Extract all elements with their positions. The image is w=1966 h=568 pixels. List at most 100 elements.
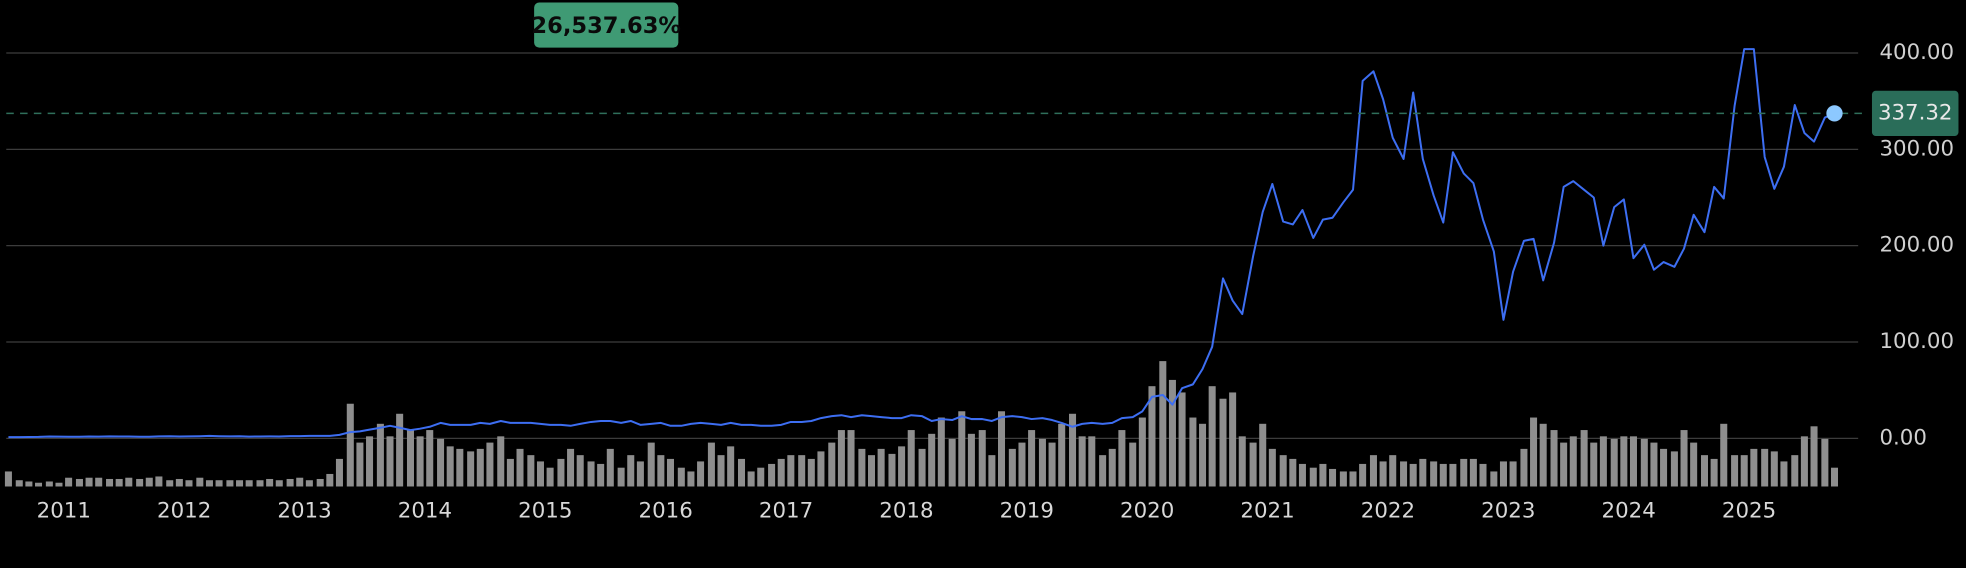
volume-bar xyxy=(867,455,876,487)
y-tick-label: 0.00 xyxy=(1879,425,1926,450)
volume-bar xyxy=(617,467,625,487)
volume-bar xyxy=(1520,448,1528,487)
volume-bar xyxy=(1419,458,1427,487)
volume-bar xyxy=(1599,436,1607,487)
volume-bar xyxy=(817,451,825,487)
volume-bar xyxy=(1560,442,1568,487)
x-tick-label: 2024 xyxy=(1602,499,1656,524)
volume-bar xyxy=(437,438,445,487)
volume-bar xyxy=(666,458,674,487)
volume-bar xyxy=(376,423,384,487)
volume-bar xyxy=(1761,448,1769,487)
volume-bar xyxy=(1660,448,1668,487)
volume-bar xyxy=(1710,458,1718,487)
volume-bar xyxy=(1088,436,1096,487)
volume-bar xyxy=(15,480,23,487)
volume-bar xyxy=(1409,463,1417,487)
volume-bar xyxy=(707,442,715,487)
volume-bar xyxy=(175,478,183,487)
volume-bar xyxy=(106,478,114,487)
volume-bar xyxy=(1048,442,1056,487)
volume-bar xyxy=(1108,448,1116,487)
volume-bar xyxy=(1078,436,1086,487)
volume-bar xyxy=(145,477,153,487)
volume-bar xyxy=(1349,471,1357,487)
x-tick-label: 2025 xyxy=(1722,499,1776,524)
volume-bar xyxy=(1208,386,1216,487)
volume-bar xyxy=(527,455,535,487)
volume-bar xyxy=(316,478,324,487)
volume-bar xyxy=(286,478,294,487)
volume-bar xyxy=(1289,458,1297,487)
volume-bar xyxy=(125,477,133,487)
volume-bar xyxy=(456,448,464,487)
volume-bar xyxy=(546,467,554,487)
volume-bar xyxy=(245,480,253,487)
volume-bar xyxy=(326,473,334,487)
volume-bar xyxy=(4,471,12,487)
x-tick-label: 2021 xyxy=(1240,499,1294,524)
volume-bar xyxy=(236,480,244,487)
volume-bar xyxy=(1720,423,1728,487)
x-tick-label: 2015 xyxy=(518,499,572,524)
volume-bar xyxy=(1530,417,1538,487)
volume-bar xyxy=(226,480,234,487)
volume-bar xyxy=(1791,455,1799,487)
volume-bar xyxy=(687,471,695,487)
volume-bar xyxy=(858,448,866,487)
volume-bar xyxy=(536,461,544,487)
volume-bar xyxy=(1740,455,1748,487)
volume-bar xyxy=(446,446,454,487)
volume-bar xyxy=(497,436,505,487)
x-tick-label: 2018 xyxy=(879,499,933,524)
x-tick-label: 2017 xyxy=(759,499,813,524)
volume-bar xyxy=(406,430,414,487)
volume-bar xyxy=(1069,413,1077,487)
volume-bar xyxy=(1610,438,1618,487)
volume-bar xyxy=(1810,426,1818,487)
volume-bar xyxy=(837,430,845,487)
volume-bar xyxy=(426,430,434,487)
volume-bar xyxy=(1309,467,1317,487)
volume-bar xyxy=(948,438,956,487)
volume-bar xyxy=(467,451,475,487)
y-tick-label: 100.00 xyxy=(1879,329,1954,354)
volume-bar xyxy=(677,467,685,487)
change-label: 26,537.63% xyxy=(531,13,681,39)
volume-bar xyxy=(636,461,644,487)
volume-bar xyxy=(1319,463,1327,487)
volume-bar xyxy=(1148,386,1156,487)
volume-bar xyxy=(45,481,53,487)
current-price-dot xyxy=(1826,105,1843,122)
volume-bar xyxy=(1650,442,1658,487)
volume-bar xyxy=(266,478,274,487)
volume-bar xyxy=(606,448,614,487)
volume-bar xyxy=(647,442,655,487)
x-tick-label: 2013 xyxy=(277,499,331,524)
volume-bar xyxy=(828,442,836,487)
volume-bar xyxy=(1018,442,1026,487)
x-tick-label: 2012 xyxy=(157,499,211,524)
x-tick-label: 2016 xyxy=(639,499,693,524)
volume-bar xyxy=(798,455,806,487)
y-tick-label: 200.00 xyxy=(1879,233,1954,258)
volume-bar xyxy=(1690,442,1698,487)
volume-bar xyxy=(256,480,264,487)
volume-bar xyxy=(1400,461,1408,487)
volume-bar xyxy=(1499,461,1507,487)
volume-bar xyxy=(356,442,364,487)
volume-bar xyxy=(898,446,906,487)
y-tick-label: 400.00 xyxy=(1879,40,1954,65)
volume-bar xyxy=(747,471,755,487)
volume-bar xyxy=(65,477,73,487)
volume-bar xyxy=(115,478,123,487)
volume-bar xyxy=(567,448,575,487)
volume-bar xyxy=(1539,423,1547,487)
volume-bar xyxy=(476,448,484,487)
volume-bar xyxy=(275,480,283,487)
volume-bar xyxy=(958,411,966,487)
volume-bar xyxy=(1259,423,1267,487)
volume-bar xyxy=(516,448,524,487)
volume-bar xyxy=(1680,430,1688,487)
